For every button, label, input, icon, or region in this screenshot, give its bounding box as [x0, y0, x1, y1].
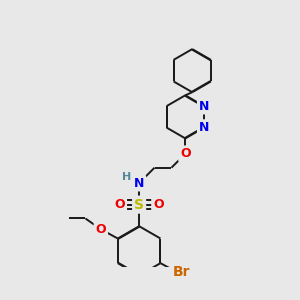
- Text: O: O: [153, 198, 164, 211]
- Text: O: O: [115, 198, 125, 211]
- Text: N: N: [199, 100, 209, 112]
- Text: N: N: [199, 121, 209, 134]
- Text: Br: Br: [172, 266, 190, 279]
- Text: S: S: [134, 198, 144, 212]
- Text: O: O: [180, 147, 190, 160]
- Text: H: H: [122, 172, 131, 182]
- Text: O: O: [95, 223, 106, 236]
- Text: N: N: [134, 177, 144, 190]
